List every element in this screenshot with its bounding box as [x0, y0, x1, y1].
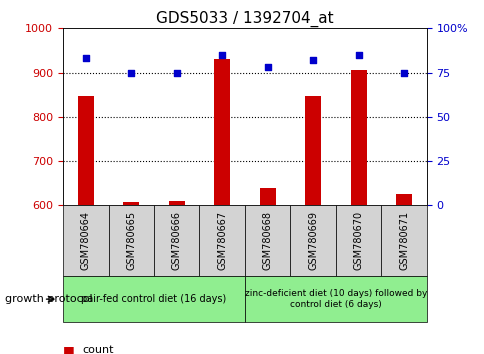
Text: growth protocol: growth protocol: [5, 294, 92, 304]
Point: [309, 57, 317, 63]
Point: [218, 52, 226, 58]
Point: [172, 70, 180, 75]
Bar: [244, 276, 426, 322]
Bar: [350, 70, 366, 205]
Point: [263, 64, 271, 70]
Text: GSM780668: GSM780668: [262, 211, 272, 270]
Bar: [395, 194, 411, 205]
Bar: [63, 276, 244, 322]
Text: GSM780667: GSM780667: [217, 211, 227, 270]
Bar: [63, 205, 108, 276]
Bar: [214, 59, 230, 205]
Title: GDS5033 / 1392704_at: GDS5033 / 1392704_at: [156, 11, 333, 27]
Text: GSM780670: GSM780670: [353, 211, 363, 270]
Point: [127, 70, 135, 75]
Bar: [108, 205, 153, 276]
Text: count: count: [82, 346, 114, 354]
Text: pair-fed control diet (16 days): pair-fed control diet (16 days): [81, 294, 226, 304]
Bar: [335, 205, 380, 276]
Text: GSM780665: GSM780665: [126, 211, 136, 270]
Point: [82, 56, 90, 61]
Point: [399, 70, 407, 75]
Bar: [168, 201, 184, 205]
Bar: [244, 205, 290, 276]
Bar: [77, 96, 93, 205]
Bar: [153, 205, 199, 276]
Text: zinc-deficient diet (10 days) followed by
control diet (6 days): zinc-deficient diet (10 days) followed b…: [244, 290, 426, 309]
Text: GSM780664: GSM780664: [81, 211, 91, 270]
Bar: [123, 202, 139, 205]
Text: GSM780669: GSM780669: [307, 211, 318, 270]
Bar: [259, 188, 275, 205]
Bar: [304, 96, 320, 205]
Text: GSM780666: GSM780666: [171, 211, 182, 270]
Point: [354, 52, 362, 58]
Bar: [380, 205, 426, 276]
Bar: [290, 205, 335, 276]
Text: GSM780671: GSM780671: [398, 211, 408, 270]
Text: ■: ■: [63, 344, 75, 354]
Bar: [199, 205, 244, 276]
